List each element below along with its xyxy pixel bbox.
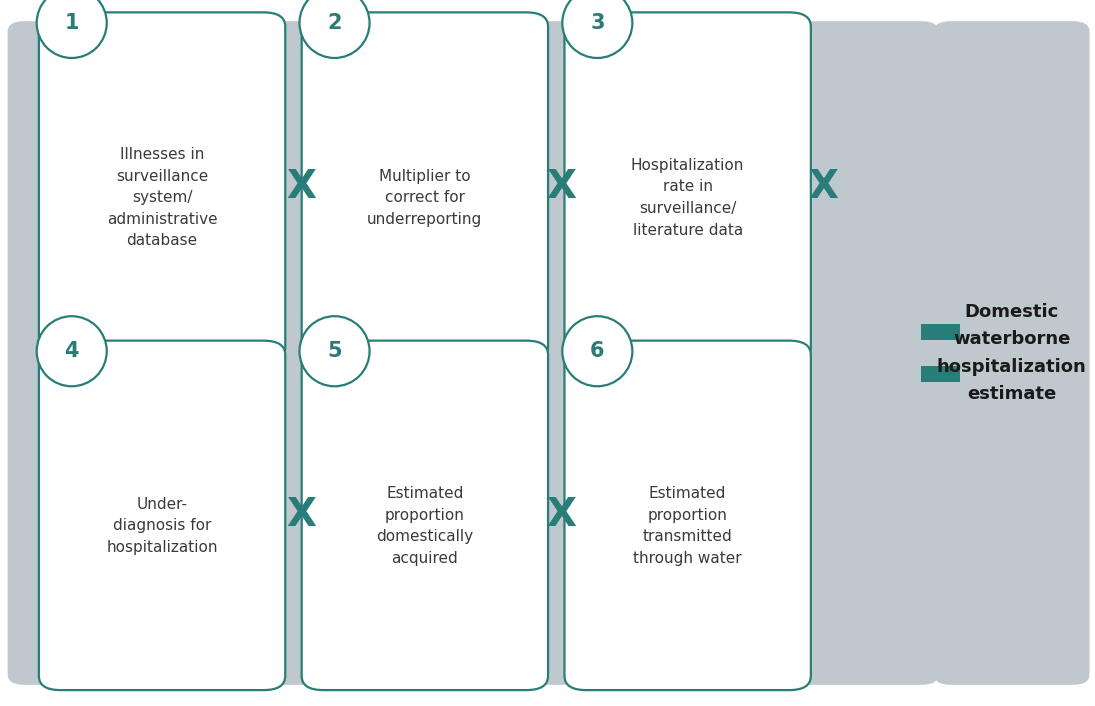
Text: X: X [546, 168, 577, 206]
FancyBboxPatch shape [301, 341, 548, 690]
Text: 3: 3 [590, 13, 604, 33]
Ellipse shape [299, 0, 369, 58]
Text: Under-
diagnosis for
hospitalization: Under- diagnosis for hospitalization [106, 497, 218, 555]
Text: 6: 6 [590, 341, 604, 361]
Ellipse shape [36, 0, 106, 58]
Text: X: X [286, 496, 316, 534]
Text: X: X [546, 496, 577, 534]
Ellipse shape [563, 0, 632, 58]
FancyBboxPatch shape [565, 12, 810, 362]
Text: Estimated
proportion
transmitted
through water: Estimated proportion transmitted through… [633, 486, 742, 566]
Ellipse shape [563, 316, 632, 386]
Bar [921, 366, 960, 382]
FancyBboxPatch shape [38, 12, 285, 362]
Text: X: X [286, 168, 316, 206]
Text: Domestic
waterborne
hospitalization
estimate: Domestic waterborne hospitalization esti… [937, 304, 1086, 402]
Text: 4: 4 [65, 341, 79, 361]
FancyBboxPatch shape [301, 12, 548, 362]
Text: Multiplier to
correct for
underreporting: Multiplier to correct for underreporting [367, 169, 483, 227]
Text: 2: 2 [327, 13, 342, 33]
FancyBboxPatch shape [38, 341, 285, 690]
Bar [921, 324, 960, 340]
Text: Hospitalization
rate in
surveillance/
literature data: Hospitalization rate in surveillance/ li… [631, 157, 745, 238]
Text: 1: 1 [65, 13, 79, 33]
Ellipse shape [36, 316, 106, 386]
Text: Illnesses in
surveillance
system/
administrative
database: Illnesses in surveillance system/ admini… [106, 147, 218, 249]
Text: Estimated
proportion
domestically
acquired: Estimated proportion domestically acquir… [377, 486, 473, 566]
Text: X: X [808, 168, 839, 206]
FancyBboxPatch shape [565, 341, 810, 690]
FancyBboxPatch shape [8, 21, 938, 685]
Ellipse shape [299, 316, 369, 386]
FancyBboxPatch shape [934, 21, 1090, 685]
Text: 5: 5 [327, 341, 342, 361]
